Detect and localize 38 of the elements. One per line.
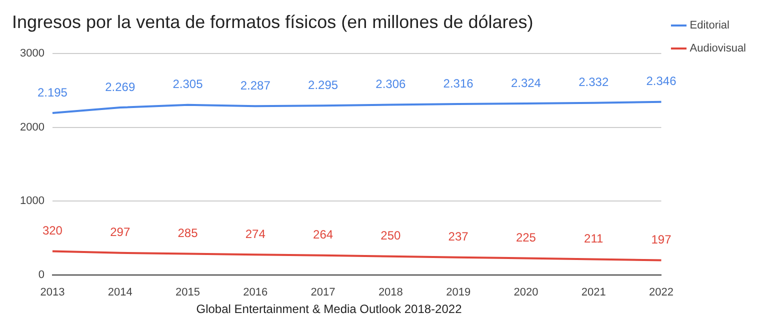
data-label: 320 — [42, 224, 63, 238]
data-label: 250 — [380, 228, 402, 243]
data-label: 211 — [584, 232, 604, 246]
data-label: 2.195 — [37, 85, 68, 100]
data-label: 2.295 — [308, 78, 338, 92]
legend-label: Audiovisual — [690, 42, 746, 55]
legend-label: Editorial — [690, 20, 730, 32]
x-tick-label: 2022 — [649, 286, 674, 298]
y-tick-label: 0 — [38, 268, 44, 281]
text: Global Entertainment & Media Outlook 2018-2022 — [195, 302, 463, 316]
data-label: 2.324 — [510, 76, 542, 90]
x-tick-label: 2014 — [108, 286, 132, 298]
x-tick-label: 2019 — [446, 286, 471, 298]
data-label: 285 — [178, 226, 198, 240]
data-label: 2.316 — [443, 76, 474, 90]
data-label: 237 — [448, 230, 469, 244]
x-tick-label: 2015 — [176, 286, 200, 298]
data-label: 264 — [313, 228, 334, 242]
data-label: 2.306 — [376, 77, 406, 92]
data-label: 2.332 — [578, 75, 609, 90]
x-tick-label: 2016 — [243, 286, 268, 298]
data-label: 2.305 — [172, 77, 204, 92]
x-tick-label: 2021 — [581, 286, 606, 298]
x-tick-label: 2013 — [40, 286, 65, 298]
x-tick-label: 2018 — [378, 286, 403, 298]
y-tick-label: 3000 — [20, 48, 44, 60]
data-label: 297 — [110, 225, 130, 240]
data-label: 225 — [516, 230, 536, 245]
data-label: 274 — [245, 226, 266, 241]
y-tick-label: 1000 — [20, 195, 44, 208]
data-label: 2.346 — [646, 74, 677, 88]
y-tick-label: 2000 — [20, 121, 44, 134]
data-label: 2.269 — [105, 80, 136, 94]
data-label: 197 — [651, 232, 672, 247]
x-tick-label: 2017 — [310, 286, 336, 298]
x-tick-label: 2020 — [514, 286, 538, 298]
data-label: 2.287 — [240, 78, 271, 92]
chart-title: Ingresos por la venta de formatos físicos (en millones de dólares) — [12, 12, 534, 32]
